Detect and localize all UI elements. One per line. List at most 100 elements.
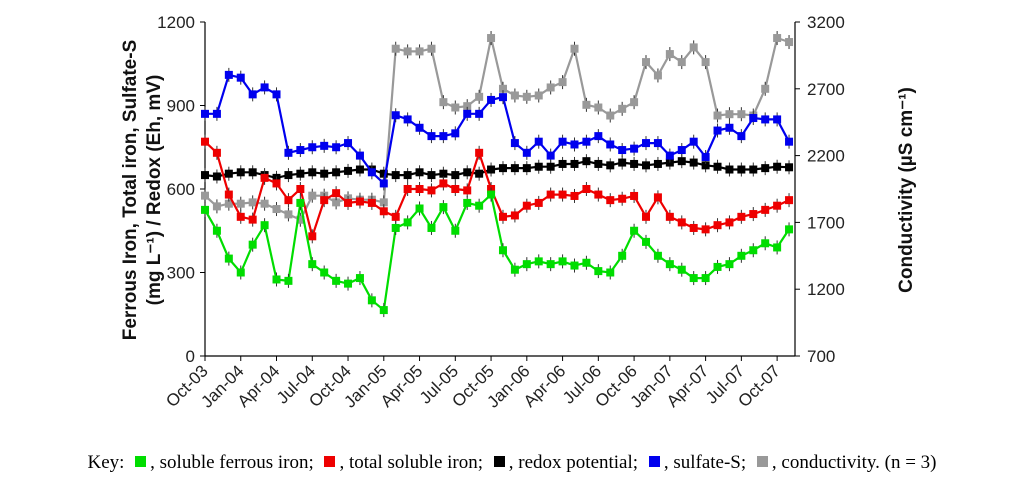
point-soluble-ferrous-iron [439, 203, 448, 212]
point-conductivity [201, 191, 209, 200]
point-redox-potential [677, 157, 686, 166]
key-swatch-conductivity [756, 456, 768, 467]
key-swatch-total-iron [324, 456, 336, 467]
point-sulfate-s [391, 111, 400, 120]
point-redox-potential [558, 159, 567, 168]
point-conductivity [439, 98, 448, 107]
point-sulfate-s [761, 115, 770, 124]
right-axis-label: Conductivity (µS cm⁻¹) [896, 87, 917, 293]
point-conductivity [224, 199, 233, 208]
point-conductivity [379, 198, 388, 207]
point-conductivity [487, 34, 496, 43]
point-total-soluble-iron [785, 196, 794, 205]
key-item-redox: , redox potential; [488, 452, 638, 473]
point-soluble-ferrous-iron [498, 246, 507, 255]
point-sulfate-s [344, 139, 353, 148]
point-total-soluble-iron [272, 179, 281, 188]
right-tick-label: 2200 [807, 147, 845, 166]
point-total-soluble-iron [677, 218, 686, 227]
point-total-soluble-iron [320, 196, 329, 205]
point-sulfate-s [367, 168, 376, 177]
point-redox-potential [689, 158, 698, 167]
point-conductivity [391, 44, 400, 53]
point-conductivity [773, 34, 782, 43]
point-soluble-ferrous-iron [403, 218, 412, 227]
point-total-soluble-iron [522, 201, 531, 210]
point-conductivity [713, 111, 722, 120]
point-soluble-ferrous-iron [212, 226, 221, 235]
point-conductivity [284, 210, 293, 219]
point-redox-potential [510, 164, 519, 173]
point-conductivity [415, 47, 424, 56]
point-soluble-ferrous-iron [773, 243, 782, 252]
point-redox-potential [594, 159, 603, 168]
point-conductivity [653, 71, 662, 80]
point-soluble-ferrous-iron [284, 276, 293, 285]
point-total-soluble-iron [653, 193, 662, 202]
point-sulfate-s [653, 139, 662, 148]
point-soluble-ferrous-iron [320, 268, 329, 277]
point-redox-potential [606, 161, 615, 170]
left-tick-label: 1200 [157, 13, 195, 32]
point-sulfate-s [677, 146, 686, 155]
point-soluble-ferrous-iron [224, 254, 233, 263]
point-total-soluble-iron [427, 186, 436, 195]
point-soluble-ferrous-iron [749, 246, 758, 255]
point-total-soluble-iron [201, 137, 209, 146]
point-conductivity [630, 98, 639, 107]
point-sulfate-s [725, 123, 734, 132]
point-total-soluble-iron [439, 179, 448, 188]
point-soluble-ferrous-iron [677, 265, 686, 274]
point-redox-potential [308, 168, 317, 177]
point-conductivity [510, 91, 519, 100]
key-prefix: Key: [87, 452, 125, 473]
point-sulfate-s [379, 179, 388, 188]
point-redox-potential [391, 171, 400, 180]
point-soluble-ferrous-iron [546, 260, 555, 269]
point-conductivity [606, 111, 615, 120]
point-sulfate-s [773, 115, 782, 124]
key-legend: Key: , soluble ferrous iron; , total sol… [0, 452, 1024, 474]
point-sulfate-s [320, 141, 329, 150]
point-conductivity [332, 198, 341, 207]
key-label-redox: , redox potential; [508, 452, 639, 473]
point-soluble-ferrous-iron [475, 201, 484, 210]
point-soluble-ferrous-iron [367, 296, 376, 305]
point-sulfate-s [415, 123, 424, 132]
series-line-sulfate-s [205, 73, 790, 186]
point-total-soluble-iron [236, 212, 245, 221]
point-total-soluble-iron [463, 186, 472, 195]
point-total-soluble-iron [475, 148, 484, 157]
key-swatch-redox [493, 456, 505, 467]
point-soluble-ferrous-iron [522, 260, 531, 269]
key-label-total-iron: , total soluble iron; [339, 452, 484, 473]
point-redox-potential [355, 165, 364, 174]
point-sulfate-s [689, 137, 698, 146]
point-redox-potential [415, 168, 424, 177]
key-swatch-ferrous [135, 456, 147, 467]
point-redox-potential [463, 168, 472, 177]
point-total-soluble-iron [284, 196, 293, 205]
point-soluble-ferrous-iron [427, 223, 436, 232]
series-line-soluble-ferrous-iron [204, 192, 790, 313]
point-conductivity [642, 58, 651, 67]
point-redox-potential [379, 169, 388, 178]
point-conductivity [534, 91, 543, 100]
point-total-soluble-iron [737, 212, 746, 221]
point-soluble-ferrous-iron [653, 251, 662, 260]
point-redox-potential [475, 169, 484, 178]
point-sulfate-s [522, 148, 531, 157]
point-conductivity [212, 202, 221, 211]
point-sulfate-s [212, 109, 221, 118]
point-soluble-ferrous-iron [201, 205, 209, 214]
point-soluble-ferrous-iron [713, 262, 722, 271]
point-sulfate-s [487, 95, 496, 104]
point-sulfate-s [582, 137, 591, 146]
point-soluble-ferrous-iron [630, 226, 639, 235]
point-total-soluble-iron [558, 190, 567, 199]
right-tick-label: 700 [807, 347, 835, 366]
point-soluble-ferrous-iron [415, 204, 424, 213]
point-conductivity [272, 205, 281, 214]
point-sulfate-s [498, 93, 507, 102]
point-soluble-ferrous-iron [701, 274, 710, 283]
